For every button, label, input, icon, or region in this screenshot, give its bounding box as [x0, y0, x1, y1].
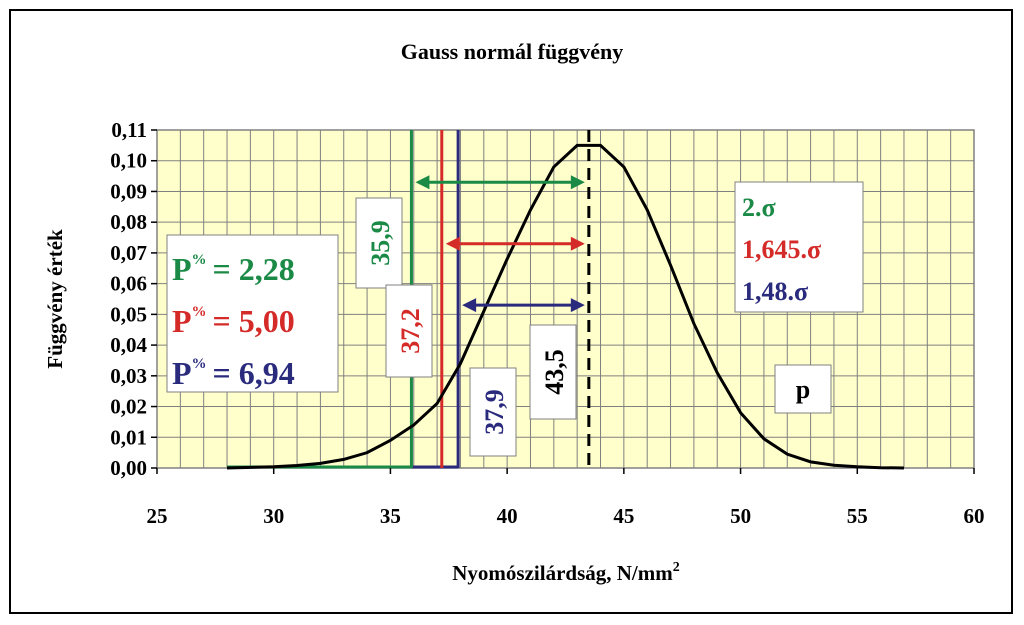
arrow-head-left	[462, 298, 477, 313]
y-tick-label: 0,09	[110, 179, 147, 203]
line-value-label-43-5: 43,5	[529, 324, 577, 420]
line-label-43-5: 43,5	[540, 349, 569, 395]
probability-red: P% = 5,00	[172, 303, 295, 339]
x-axis-label-superscript: 2	[673, 560, 680, 575]
arrow-head-right	[570, 236, 585, 251]
sigma-blue: 1,48.σ	[742, 277, 808, 306]
x-tick-label: 25	[147, 504, 168, 528]
series-label-p: p	[796, 375, 810, 404]
line-label-35-9: 35,9	[366, 220, 395, 266]
label-box-35-9	[355, 197, 403, 289]
y-tick-label: 0,04	[110, 333, 147, 357]
y-tick-label: 0,03	[110, 364, 147, 388]
line-value-label-35-9: 35,9	[355, 197, 403, 289]
chart-title: Gauss normál függvény	[401, 39, 623, 64]
series-line-p	[226, 143, 904, 470]
sigma-red: 1,645.σ	[742, 235, 821, 264]
x-tick-label: 60	[964, 504, 985, 528]
sigma-green: 2.σ	[742, 193, 776, 222]
x-tick-label: 45	[613, 504, 634, 528]
line-label-37-9: 37,9	[480, 389, 509, 435]
interval-arrow	[445, 236, 585, 251]
label-box-37-9	[469, 367, 517, 457]
series-label-bg	[774, 364, 832, 414]
label-box-37-2	[385, 284, 433, 378]
x-axis-ticks: 25 30 35 40 45 50 55 60	[147, 468, 985, 528]
x-axis-label: Nyomószilárdság, N/mm2	[452, 560, 679, 585]
y-tick-label: 0,06	[110, 272, 147, 296]
y-tick-label: 0,01	[110, 425, 147, 449]
x-tick-label: 40	[497, 504, 518, 528]
interval-arrow	[462, 298, 585, 313]
series-label-box: p	[774, 364, 832, 414]
arrow-head-right	[570, 175, 585, 190]
y-axis-label: Függvény érték	[43, 229, 67, 369]
line-label-37-2: 37,2	[396, 308, 425, 354]
probability-box: P% = 2,28 P% = 5,00 P% = 6,94	[166, 234, 339, 393]
interval-arrows	[415, 175, 585, 313]
probability-blue: P% = 6,94	[172, 355, 295, 391]
x-tick-label: 55	[847, 504, 868, 528]
y-tick-label: 0,05	[110, 302, 147, 326]
y-tick-label: 0,10	[110, 149, 147, 173]
arrow-head-left	[445, 236, 460, 251]
probability-box-bg	[166, 234, 339, 393]
y-tick-label: 0,08	[110, 210, 147, 234]
line-value-label-37-2: 37,2	[385, 284, 433, 378]
label-box-43-5	[529, 324, 577, 420]
probability-green: P% = 2,28	[172, 251, 295, 287]
sigma-box-bg	[734, 181, 864, 313]
x-tick-label: 35	[380, 504, 401, 528]
x-axis-label-text: Nyomószilárdság, N/mm	[452, 561, 673, 585]
sigma-box: 2.σ 1,645.σ 1,48.σ	[734, 181, 864, 313]
interval-arrow	[415, 175, 585, 190]
line-value-label-37-9: 37,9	[469, 367, 517, 457]
plot-border	[156, 129, 975, 469]
x-tick-label: 50	[730, 504, 751, 528]
y-axis-ticks: 0,00 0,01 0,02 0,03 0,04 0,05 0,06 0,07 0,08 0,09…	[110, 118, 157, 480]
arrow-head-left	[415, 175, 430, 190]
y-tick-label: 0,07	[110, 241, 147, 265]
y-tick-label: 0,00	[110, 456, 147, 480]
arrow-head-right	[570, 298, 585, 313]
y-tick-label: 0,02	[110, 395, 147, 419]
y-tick-label: 0,11	[111, 118, 147, 142]
x-tick-label: 30	[263, 504, 284, 528]
